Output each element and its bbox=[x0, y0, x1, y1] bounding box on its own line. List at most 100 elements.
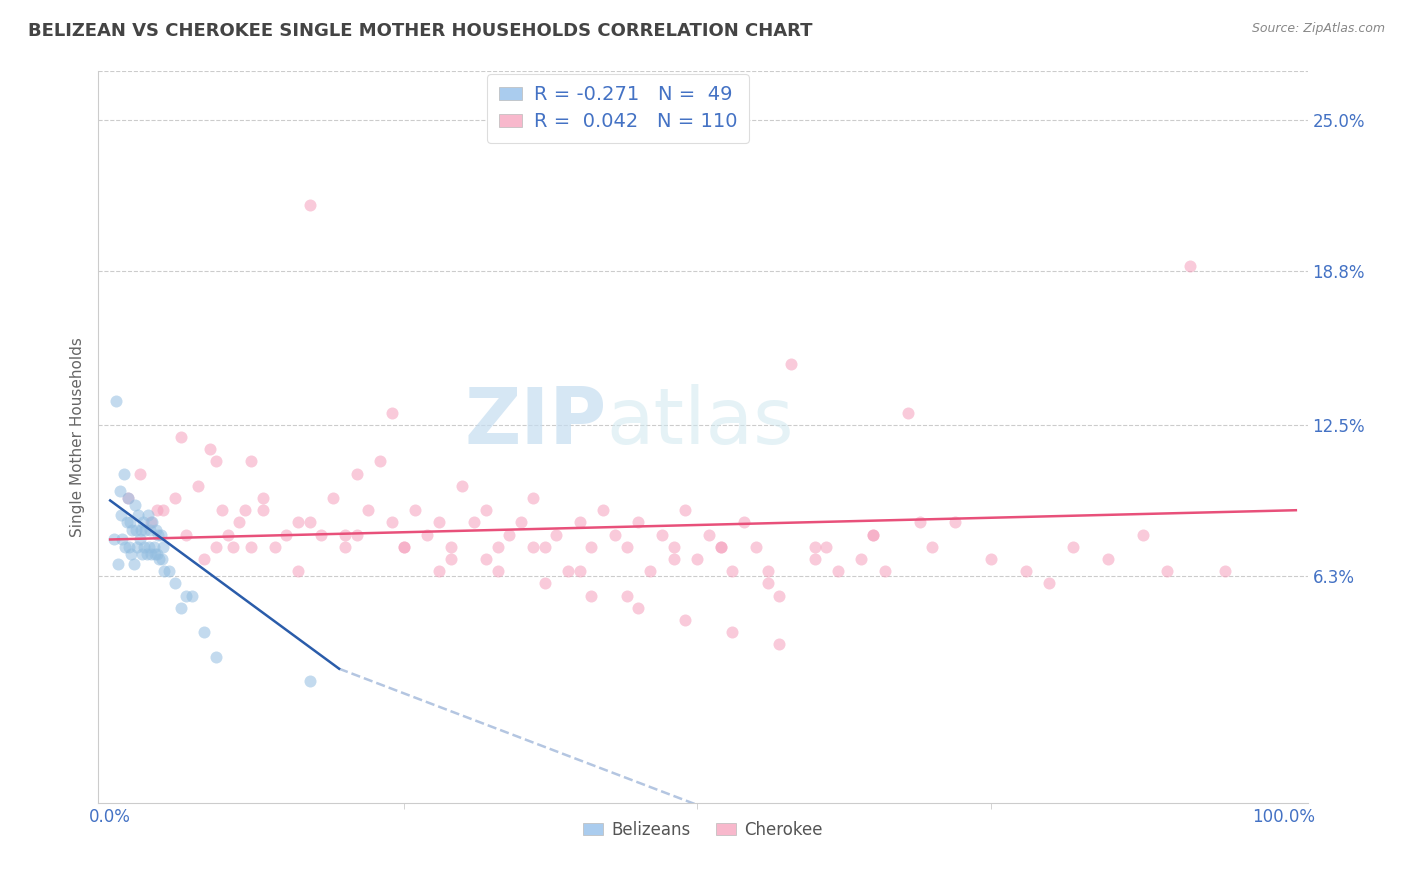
Point bbox=[240, 454, 263, 468]
Point bbox=[710, 540, 733, 554]
Point bbox=[921, 540, 943, 554]
Text: Source: ZipAtlas.com: Source: ZipAtlas.com bbox=[1251, 22, 1385, 36]
Point bbox=[298, 516, 321, 530]
Point bbox=[1015, 564, 1038, 578]
Point bbox=[673, 503, 696, 517]
Point bbox=[121, 523, 143, 537]
Point bbox=[132, 516, 155, 530]
Point bbox=[252, 491, 274, 505]
Point bbox=[322, 491, 344, 505]
Point bbox=[346, 467, 368, 481]
Point bbox=[404, 503, 426, 517]
Point bbox=[651, 527, 673, 541]
Point bbox=[141, 516, 163, 530]
Point bbox=[546, 527, 568, 541]
Point bbox=[803, 552, 825, 566]
Point bbox=[616, 540, 638, 554]
Point bbox=[134, 540, 156, 554]
Point bbox=[908, 516, 931, 530]
Point bbox=[146, 547, 169, 561]
Point bbox=[451, 479, 474, 493]
Point bbox=[603, 527, 626, 541]
Point bbox=[127, 540, 149, 554]
Point bbox=[157, 564, 180, 578]
Point bbox=[686, 552, 709, 566]
Point bbox=[169, 430, 191, 444]
Point bbox=[204, 454, 226, 468]
Point bbox=[143, 547, 166, 561]
Point bbox=[127, 508, 149, 522]
Point bbox=[120, 547, 142, 561]
Point bbox=[1215, 564, 1237, 578]
Point bbox=[475, 552, 498, 566]
Point bbox=[152, 503, 174, 517]
Point bbox=[510, 516, 533, 530]
Point bbox=[176, 527, 198, 541]
Point bbox=[1038, 576, 1060, 591]
Point bbox=[141, 547, 163, 561]
Point bbox=[638, 564, 661, 578]
Text: BELIZEAN VS CHEROKEE SINGLE MOTHER HOUSEHOLDS CORRELATION CHART: BELIZEAN VS CHEROKEE SINGLE MOTHER HOUSE… bbox=[28, 22, 813, 40]
Point bbox=[945, 516, 967, 530]
Point bbox=[697, 527, 720, 541]
Point bbox=[139, 523, 162, 537]
Point bbox=[150, 552, 173, 566]
Point bbox=[357, 503, 380, 517]
Point bbox=[134, 523, 156, 537]
Point bbox=[129, 523, 152, 537]
Point bbox=[756, 564, 779, 578]
Point bbox=[128, 533, 150, 547]
Point bbox=[298, 198, 321, 212]
Point bbox=[131, 547, 153, 561]
Point bbox=[662, 540, 685, 554]
Point bbox=[815, 540, 838, 554]
Point bbox=[128, 467, 150, 481]
Point bbox=[392, 540, 415, 554]
Point bbox=[142, 540, 165, 554]
Point bbox=[193, 552, 215, 566]
Point bbox=[118, 540, 141, 554]
Point bbox=[627, 516, 650, 530]
Point bbox=[768, 589, 790, 603]
Point bbox=[107, 557, 129, 571]
Point bbox=[427, 564, 450, 578]
Point bbox=[581, 589, 603, 603]
Point bbox=[148, 552, 170, 566]
Point bbox=[733, 516, 755, 530]
Point bbox=[439, 540, 461, 554]
Point bbox=[287, 564, 309, 578]
Point bbox=[463, 516, 485, 530]
Point bbox=[1180, 260, 1202, 274]
Point bbox=[198, 442, 221, 457]
Point bbox=[862, 527, 884, 541]
Point bbox=[204, 649, 226, 664]
Point bbox=[122, 557, 145, 571]
Point bbox=[592, 503, 614, 517]
Point bbox=[114, 540, 136, 554]
Point bbox=[486, 564, 509, 578]
Point bbox=[187, 479, 209, 493]
Point bbox=[1097, 552, 1119, 566]
Point bbox=[522, 540, 544, 554]
Point bbox=[980, 552, 1002, 566]
Point bbox=[486, 540, 509, 554]
Point bbox=[211, 503, 233, 517]
Point bbox=[381, 516, 404, 530]
Point bbox=[557, 564, 579, 578]
Point bbox=[103, 533, 125, 547]
Point bbox=[616, 589, 638, 603]
Point bbox=[851, 552, 873, 566]
Point bbox=[568, 516, 591, 530]
Point bbox=[1156, 564, 1178, 578]
Point bbox=[146, 503, 169, 517]
Y-axis label: Single Mother Households: Single Mother Households bbox=[69, 337, 84, 537]
Point bbox=[873, 564, 896, 578]
Point bbox=[163, 491, 186, 505]
Point bbox=[673, 613, 696, 627]
Point bbox=[346, 527, 368, 541]
Point bbox=[117, 491, 139, 505]
Point bbox=[145, 523, 167, 537]
Point bbox=[115, 516, 138, 530]
Point bbox=[287, 516, 309, 530]
Point bbox=[581, 540, 603, 554]
